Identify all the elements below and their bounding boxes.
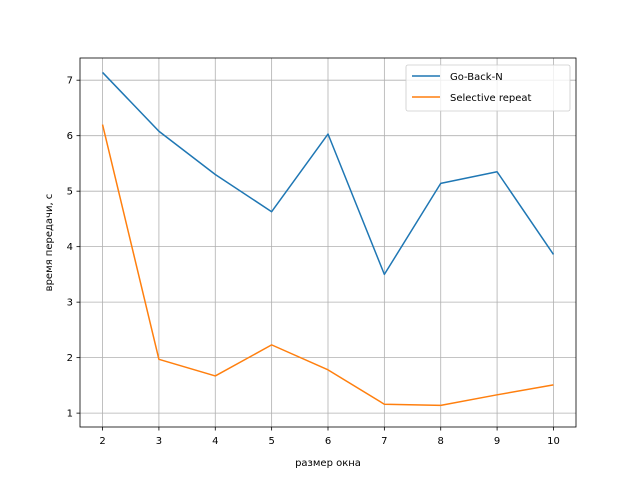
x-axis-ticks: 2 3 4 5 6 7 8 9 10 bbox=[99, 427, 560, 447]
series-line-0 bbox=[102, 71, 555, 276]
y-axis-ticks: 1 2 3 4 5 6 7 bbox=[67, 76, 80, 420]
y-tick-label: 4 bbox=[67, 242, 73, 253]
x-tick-label: 6 bbox=[325, 436, 331, 447]
y-tick-label: 6 bbox=[67, 131, 73, 142]
series-layer bbox=[101, 71, 555, 407]
y-tick-label: 2 bbox=[67, 353, 73, 364]
y-tick-label: 7 bbox=[67, 76, 73, 87]
x-tick-label: 9 bbox=[494, 436, 500, 447]
legend-label: Selective repeat bbox=[450, 93, 532, 104]
x-tick-label: 8 bbox=[438, 436, 444, 447]
x-tick-label: 10 bbox=[547, 436, 560, 447]
y-axis-label: время передачи, с bbox=[44, 194, 55, 292]
legend-label: Go-Back-N bbox=[450, 72, 503, 83]
legend: Go-Back-N Selective repeat bbox=[405, 64, 571, 112]
series-line-1 bbox=[101, 124, 554, 407]
x-axis-label: размер окна bbox=[295, 458, 361, 469]
x-tick-label: 4 bbox=[212, 436, 218, 447]
x-tick-label: 7 bbox=[381, 436, 387, 447]
legend-box bbox=[405, 64, 571, 112]
x-tick-label: 5 bbox=[268, 436, 274, 447]
y-tick-label: 5 bbox=[67, 187, 73, 198]
x-tick-label: 3 bbox=[156, 436, 162, 447]
y-tick-label: 3 bbox=[67, 298, 73, 309]
y-tick-label: 1 bbox=[67, 409, 73, 420]
x-tick-label: 2 bbox=[99, 436, 105, 447]
